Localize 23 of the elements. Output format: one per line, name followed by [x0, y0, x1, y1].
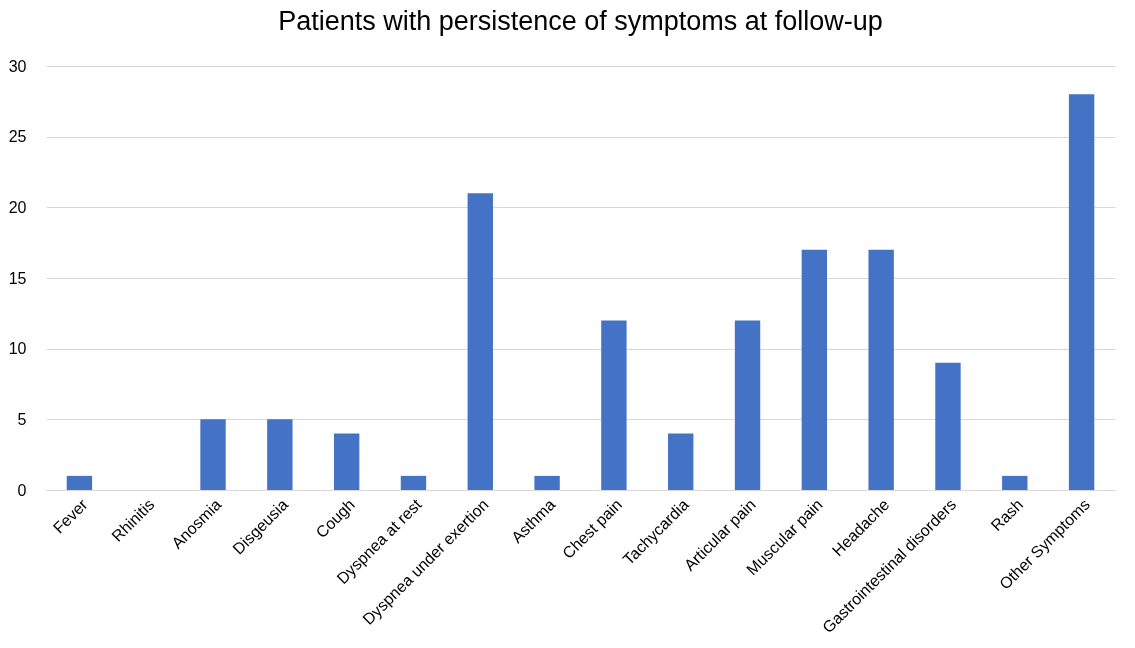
bar: [534, 475, 560, 490]
y-tick-label: 15: [8, 269, 27, 287]
bar: [935, 362, 961, 490]
bar: [668, 433, 694, 490]
y-tick-label: 20: [8, 198, 27, 216]
bar: [868, 249, 894, 490]
bar: [400, 475, 427, 490]
y-tick-label: 10: [8, 340, 27, 358]
y-tick-label: 30: [8, 57, 27, 75]
bar: [267, 419, 293, 490]
chart-title: Patients with persistence of symptoms at follow-up: [278, 6, 883, 36]
bar: [734, 320, 761, 490]
bar: [801, 249, 828, 490]
bar: [333, 433, 360, 490]
y-tick-label: 25: [8, 128, 27, 146]
y-tick-label: 5: [17, 410, 27, 428]
bar: [601, 320, 627, 490]
bar: [200, 419, 226, 490]
bar: [1002, 475, 1028, 490]
bar: [1068, 94, 1095, 490]
bar: [467, 193, 493, 490]
bar: [66, 475, 93, 490]
y-tick-label: 0: [17, 481, 27, 499]
